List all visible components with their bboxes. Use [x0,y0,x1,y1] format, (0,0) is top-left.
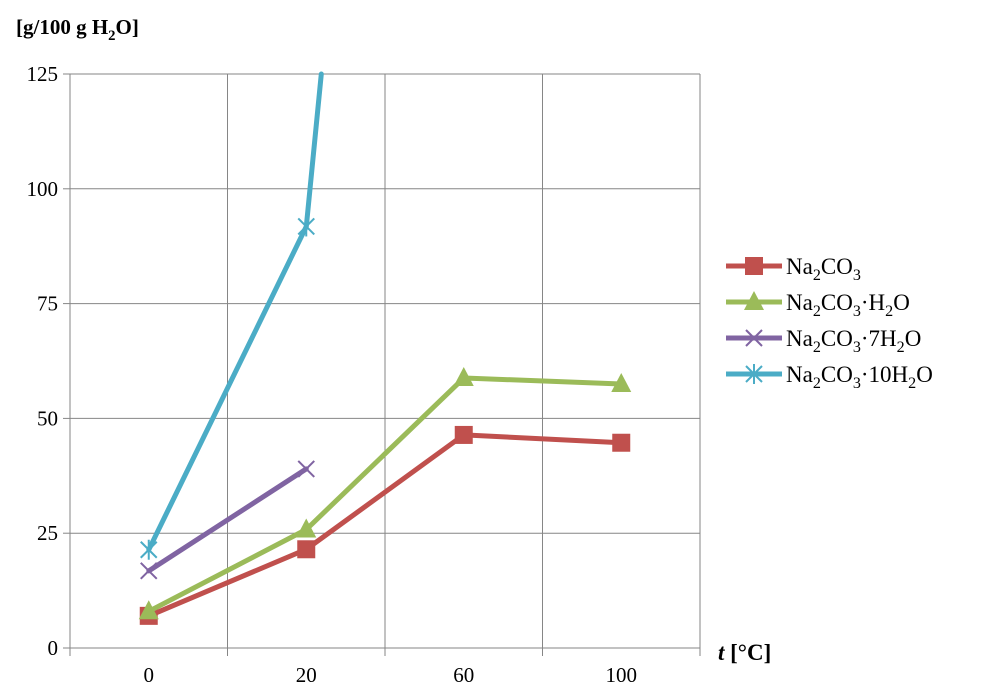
legend-label: Na2CO3·10H2O [786,362,933,392]
data-point [140,562,158,580]
data-point [612,433,631,452]
axes [63,73,701,656]
data-point [745,329,763,347]
data-point [138,600,159,620]
x-tick-label: 20 [296,663,317,687]
legend: Na2CO3 Na2CO3·H2O Na2CO3·7H2O Na2CO3·10H2O [726,254,933,392]
tick-labels: 0 25 50 75 100 125 0 20 60 100 [27,62,638,687]
x-tick-label: 0 [144,663,155,687]
x-axis-label: t [°C] [718,640,771,665]
data-point [297,460,315,478]
legend-item: Na2CO3 [726,254,861,284]
legend-label: Na2CO3·7H2O [786,326,921,356]
grid [70,73,701,648]
x-tick-label: 60 [453,663,474,687]
y-tick-label: 0 [48,636,59,660]
series-line [146,375,624,614]
x-tick-label: 100 [606,663,638,687]
series-layer [138,71,632,625]
y-tick-label: 50 [37,406,58,430]
legend-item: Na2CO3·7H2O [726,326,921,356]
legend-item: Na2CO3·10H2O [726,362,933,392]
series-2 [138,366,632,620]
legend-item: Na2CO3·H2O [726,290,910,320]
series-4 [140,71,324,560]
series-line [146,432,624,619]
data-point [296,518,317,538]
data-point [745,364,763,384]
data-point [454,425,473,444]
legend-label: Na2CO3·H2O [786,290,910,320]
data-point [140,539,158,560]
data-point [297,216,315,237]
series-3 [140,460,315,580]
y-tick-label: 25 [37,521,58,545]
y-tick-label: 125 [27,62,59,86]
data-point [611,372,632,392]
data-point [297,540,316,559]
legend-label: Na2CO3 [786,254,861,284]
y-axis-label: [g/100 g H2O] [16,15,139,44]
data-point [745,257,763,275]
y-tick-label: 75 [37,292,58,316]
data-point [453,366,474,386]
series-line [146,466,309,574]
y-tick-label: 100 [27,177,59,201]
data-point [744,291,764,310]
